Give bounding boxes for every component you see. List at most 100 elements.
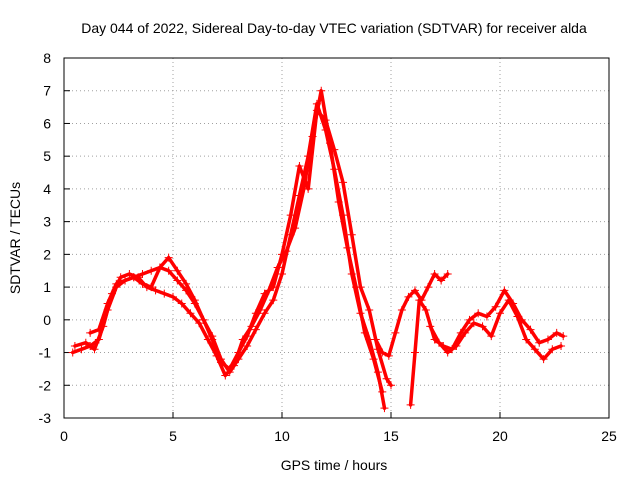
x-tick-label: 15 (383, 428, 399, 444)
data-point (321, 116, 330, 125)
data-point (70, 342, 79, 350)
data-point (260, 289, 269, 298)
data-point (426, 322, 435, 331)
data-point (77, 345, 86, 354)
y-tick-label: -3 (39, 410, 52, 426)
data-point (474, 309, 483, 318)
data-point (138, 270, 147, 278)
series-1 (68, 99, 389, 413)
data-point (397, 306, 406, 314)
x-tick-label: 0 (60, 428, 68, 444)
series-line (408, 288, 565, 407)
y-tick-label: 0 (43, 312, 51, 328)
data-point (278, 250, 286, 259)
data-point (199, 315, 208, 324)
data-point (68, 348, 77, 357)
data-point (365, 306, 374, 314)
y-tick-label: 1 (43, 279, 51, 295)
y-tick-label: 6 (43, 115, 51, 131)
data-point (173, 266, 182, 275)
data-point (491, 302, 500, 311)
chart-title: Day 044 of 2022, Sidereal Day-to-day VTE… (81, 20, 587, 36)
data-point (173, 276, 182, 285)
series-5 (406, 286, 568, 409)
data-point (125, 270, 134, 278)
data-point (94, 325, 103, 334)
series-line (428, 298, 563, 361)
data-point (469, 319, 478, 328)
grid (64, 58, 609, 418)
data-point (452, 342, 461, 350)
data-point (478, 322, 487, 331)
data-point (129, 273, 138, 282)
y-tick-label: 7 (43, 83, 51, 99)
data-point (482, 312, 491, 321)
data-point (186, 309, 195, 318)
data-point (443, 348, 452, 357)
data-point (382, 374, 391, 383)
data-point (147, 266, 156, 275)
data-point (286, 211, 295, 220)
data-point (356, 283, 365, 292)
data-point (251, 309, 260, 318)
data-point (243, 332, 252, 341)
data-point (347, 230, 356, 239)
y-tick-label: 4 (43, 181, 51, 197)
data-point (334, 198, 343, 206)
data-point (548, 345, 557, 354)
data-point (177, 299, 186, 308)
y-tick-label: -2 (39, 377, 52, 393)
data-point (380, 404, 389, 413)
data-point (415, 296, 424, 305)
data-point (260, 309, 269, 318)
data-point (557, 342, 566, 350)
data-point (559, 332, 568, 341)
x-tick-label: 20 (492, 428, 508, 444)
data-point (410, 348, 419, 357)
data-point (221, 371, 230, 380)
data-point (164, 253, 173, 262)
data-point (410, 286, 419, 295)
data-point (378, 348, 387, 357)
data-point (487, 332, 496, 341)
data-point (406, 400, 415, 409)
series-line (373, 272, 450, 358)
data-point (269, 296, 278, 305)
data-point (164, 266, 173, 275)
data-point (443, 270, 452, 278)
data-point (465, 315, 474, 324)
y-tick-label: 3 (43, 214, 51, 230)
data-point (404, 292, 413, 301)
data-point (424, 283, 433, 292)
data-point (526, 325, 535, 334)
data-point (496, 309, 504, 318)
data-point (151, 286, 160, 295)
data-point (437, 276, 446, 285)
data-point (121, 276, 130, 285)
data-point (387, 381, 395, 390)
data-point (317, 86, 326, 95)
plot-frame (63, 57, 610, 419)
data-point (360, 328, 369, 337)
data-point (384, 351, 393, 360)
series-line (73, 88, 385, 394)
data-point (430, 270, 439, 278)
data-point (208, 335, 217, 344)
y-tick-label: 5 (43, 148, 51, 164)
data-point (461, 328, 470, 337)
data-point (504, 296, 513, 305)
x-tick-label: 25 (601, 428, 617, 444)
series-2 (70, 86, 387, 396)
data-point (160, 289, 169, 298)
data-point (530, 345, 539, 354)
data-point (434, 338, 443, 347)
data-point (513, 312, 522, 321)
series-3 (86, 106, 395, 390)
data-point (269, 283, 278, 292)
series-6 (426, 296, 566, 364)
data-point (116, 273, 125, 282)
data-point (112, 279, 121, 288)
data-point (155, 263, 164, 272)
x-tick-label: 10 (274, 428, 290, 444)
